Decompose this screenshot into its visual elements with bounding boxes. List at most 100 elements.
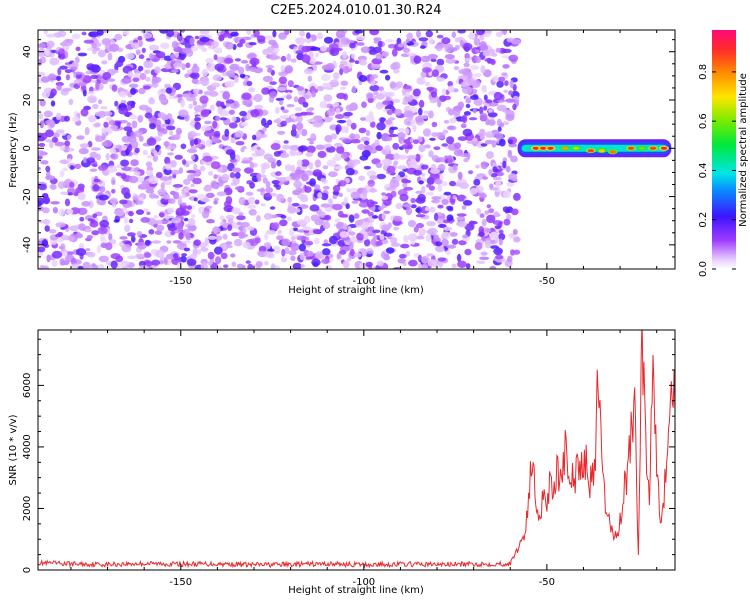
noise-speck <box>224 128 230 137</box>
noise-speck <box>507 150 513 159</box>
noise-speck <box>339 231 350 238</box>
noise-speck <box>181 159 187 165</box>
noise-speck <box>231 232 239 237</box>
noise-speck <box>502 30 507 35</box>
noise-speck <box>447 85 455 93</box>
noise-speck <box>449 232 458 237</box>
noise-speck <box>218 180 224 187</box>
noise-speck <box>151 240 162 244</box>
noise-speck <box>502 64 510 69</box>
noise-speck <box>475 49 480 53</box>
noise-speck <box>428 150 434 158</box>
noise-speck <box>291 202 300 207</box>
noise-speck <box>247 196 256 205</box>
top-y-tick-label: -20 <box>22 188 33 204</box>
noise-speck <box>295 37 306 45</box>
noise-speck <box>306 119 316 123</box>
noise-speck <box>479 41 487 49</box>
noise-speck <box>502 206 510 213</box>
spectrogram-heatmap <box>38 30 672 269</box>
noise-speck <box>386 91 395 97</box>
noise-speck <box>381 192 386 196</box>
noise-speck <box>187 174 194 181</box>
noise-speck <box>192 100 198 106</box>
noise-speck <box>332 185 341 193</box>
spectrogram-panel: -150 -100 -50 -40 -20 0 20 40 Height of straig… <box>8 29 676 296</box>
noise-speck <box>49 141 54 149</box>
noise-speck <box>185 234 192 241</box>
noise-speck <box>194 35 200 40</box>
snr-x-label: Height of straight line (km) <box>288 585 424 596</box>
noise-speck <box>209 90 219 97</box>
noise-speck <box>221 173 230 182</box>
noise-speck <box>379 90 387 95</box>
noise-speck <box>369 30 380 36</box>
noise-speck <box>233 238 243 247</box>
noise-speck <box>444 54 455 60</box>
noise-speck <box>392 142 400 150</box>
noise-speck <box>485 99 493 104</box>
noise-speck <box>170 231 176 236</box>
noise-speck <box>393 152 400 160</box>
noise-speck <box>370 148 377 154</box>
noise-speck <box>493 91 503 101</box>
noise-speck <box>303 215 311 224</box>
noise-speck <box>223 205 234 213</box>
noise-speck <box>39 264 46 269</box>
noise-speck <box>491 139 497 148</box>
noise-speck <box>401 144 412 150</box>
noise-speck <box>138 87 146 95</box>
noise-speck <box>326 146 336 153</box>
noise-speck <box>433 146 441 151</box>
noise-speck <box>163 257 168 266</box>
noise-speck <box>407 233 418 242</box>
noise-speck <box>243 167 254 174</box>
noise-speck <box>162 176 170 182</box>
noise-speck <box>144 112 153 119</box>
noise-speck <box>186 148 198 153</box>
noise-speck <box>215 115 221 122</box>
noise-speck <box>339 68 344 76</box>
noise-speck <box>38 166 41 171</box>
noise-speck <box>260 162 271 170</box>
noise-speck <box>413 139 419 145</box>
noise-speck <box>287 196 292 203</box>
noise-speck <box>338 63 345 69</box>
noise-speck <box>306 90 312 96</box>
noise-speck <box>354 219 363 226</box>
noise-speck <box>173 62 182 68</box>
noise-speck <box>346 187 351 193</box>
noise-speck <box>381 195 389 200</box>
noise-speck <box>456 194 467 202</box>
noise-speck <box>160 42 170 50</box>
noise-speck <box>363 232 369 241</box>
noise-speck <box>446 125 457 131</box>
noise-speck <box>393 226 400 231</box>
noise-speck <box>181 253 188 257</box>
noise-speck <box>186 258 197 266</box>
noise-speck <box>436 132 445 140</box>
noise-speck <box>301 54 311 63</box>
noise-speck <box>296 235 307 241</box>
noise-speck <box>59 65 68 70</box>
noise-speck <box>403 235 409 243</box>
noise-speck <box>88 115 97 123</box>
noise-speck <box>215 256 222 264</box>
noise-speck <box>43 30 48 35</box>
noise-speck <box>288 250 297 256</box>
noise-speck <box>446 136 455 145</box>
noise-speck <box>435 245 445 253</box>
noise-speck <box>496 171 504 177</box>
noise-speck <box>261 87 270 95</box>
noise-speck <box>304 186 312 193</box>
noise-speck <box>431 199 440 204</box>
noise-speck <box>240 221 250 228</box>
noise-speck <box>385 74 391 81</box>
noise-speck <box>227 224 233 232</box>
noise-speck <box>320 73 331 81</box>
noise-speck <box>438 163 446 172</box>
noise-speck <box>460 81 470 88</box>
noise-speck <box>297 193 307 200</box>
noise-speck <box>402 101 409 105</box>
noise-speck <box>144 252 152 258</box>
